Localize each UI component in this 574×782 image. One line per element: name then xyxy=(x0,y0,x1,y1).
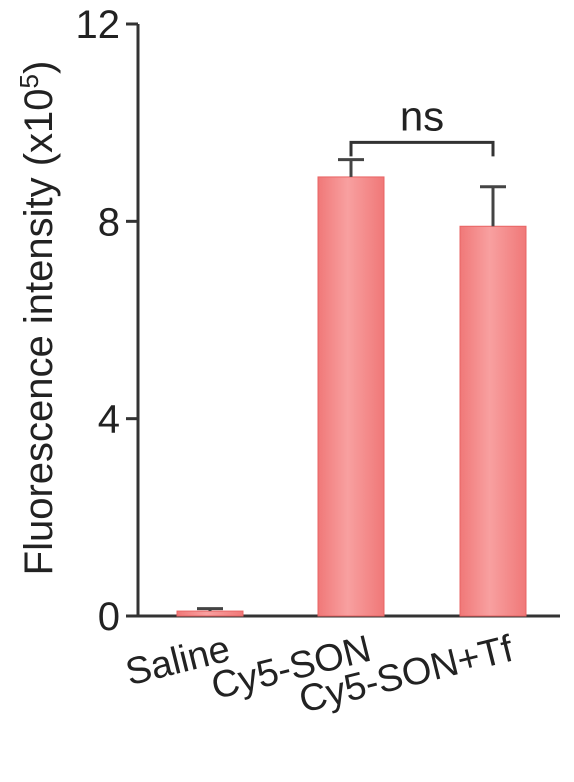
significance-annotation: ns xyxy=(349,92,495,157)
y-axis-label: Fluorescence intensity (x105) xyxy=(14,61,61,576)
y-ticks: 0 4 8 12 xyxy=(76,3,138,639)
y-tick-label-0: 0 xyxy=(98,595,120,639)
y-tick-label-8: 8 xyxy=(98,200,120,244)
y-axis-label-close: ) xyxy=(17,61,61,74)
bars xyxy=(176,158,527,617)
y-axis-label-main: Fluorescence intensity (x10 xyxy=(17,88,61,575)
bar-cy5-son xyxy=(317,176,385,617)
ns-bracket xyxy=(349,140,495,157)
y-axis-label-exponent: 5 xyxy=(14,74,44,88)
y-tick-label-4: 4 xyxy=(98,398,120,442)
bar-cy5-son-tf xyxy=(459,225,527,617)
bar-saline xyxy=(176,610,244,617)
y-tick-label-12: 12 xyxy=(76,3,121,47)
ns-label: ns xyxy=(400,92,444,139)
